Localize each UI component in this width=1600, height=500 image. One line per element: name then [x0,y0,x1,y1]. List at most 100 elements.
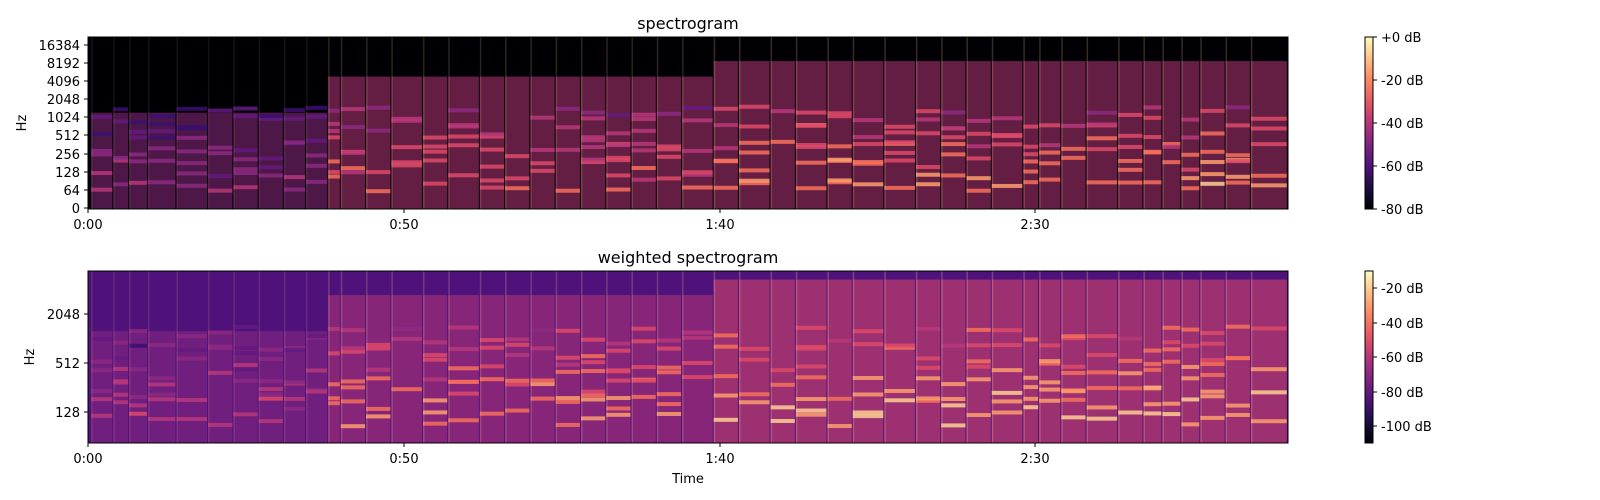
heatmap-onset [656,271,659,443]
heatmap-onset [1162,271,1164,443]
heatmap-band [1162,142,1181,147]
heatmap-band [283,140,306,145]
heatmap-band [366,346,391,351]
heatmap-band [91,359,113,364]
heatmap-band [606,155,631,160]
heatmap-band [915,172,941,177]
heatmap-band [1162,340,1181,345]
heatmap-band [656,111,682,116]
heatmap-band [555,369,580,374]
heatmap-column [1250,279,1288,443]
heatmap-band [915,356,941,361]
heatmap-band [129,152,148,157]
heatmap-band [340,346,366,351]
weighted-spectrogram-heatmap [88,271,1288,443]
heatmap-band [208,108,233,113]
heatmap-band [915,131,941,136]
heatmap-band [1039,387,1061,392]
heatmap-band [656,154,682,159]
heatmap-band [129,135,148,140]
heatmap-onset [795,37,798,209]
heatmap-band [1181,176,1200,181]
heatmap-band [530,327,555,332]
heatmap-band [1118,112,1143,117]
heatmap-band [340,170,366,175]
heatmap-tail [1286,37,1288,209]
heatmap-band [479,377,505,382]
heatmap-band [148,135,176,140]
heatmap-band [795,397,827,402]
heatmap-column [555,76,580,209]
heatmap-band [306,334,328,339]
weighted-spectrogram-x-label: Time [671,472,704,487]
y-tick-label: 0 [72,202,80,217]
heatmap-onset [505,271,507,443]
heatmap-band [682,170,713,175]
heatmap-band [129,159,148,164]
heatmap-band [448,124,479,129]
heatmap-band [770,382,795,387]
y-tick-label: 128 [55,166,80,181]
heatmap-band [91,389,113,394]
heatmap-band [148,343,176,348]
heatmap-onset [941,271,943,443]
heatmap-band [795,412,827,417]
heatmap-band [884,345,915,350]
heatmap-band [422,181,448,186]
heatmap-band [422,149,448,154]
heatmap-band [129,329,148,334]
heatmap-band [328,382,340,387]
heatmap-band [606,396,631,401]
heatmap-band [580,157,606,162]
heatmap-onset [852,37,855,209]
heatmap-band [631,326,656,331]
heatmap-band [113,356,129,361]
heatmap-band [306,389,328,394]
heatmap-band [1181,117,1200,122]
heatmap-band [1162,347,1181,352]
heatmap-band [258,114,283,119]
heatmap-band [941,126,966,131]
heatmap-column [738,61,770,209]
heatmap-column [391,76,422,209]
heatmap-band [1118,180,1143,185]
heatmap-onset [233,271,235,443]
heatmap-band [1061,389,1086,394]
heatmap-band [852,414,884,419]
heatmap-band [656,365,682,370]
heatmap-band [915,396,941,401]
heatmap-band [233,367,258,372]
heatmap-band [1162,160,1181,165]
heatmap-band [1039,359,1061,364]
heatmap-onset [738,37,741,209]
heatmap-band [208,174,233,179]
heatmap-band [422,340,448,345]
heatmap-band [1162,412,1181,417]
heatmap-band [422,144,448,149]
heatmap-band [1023,337,1039,342]
heatmap-onset [530,271,532,443]
heatmap-onset [1225,271,1228,443]
heatmap-band [148,146,176,151]
heatmap-band [258,116,283,121]
heatmap-onset [1061,37,1063,209]
heatmap-band [1086,370,1118,375]
heatmap-band [1250,390,1288,395]
heatmap-band [795,344,827,349]
heatmap-band [738,392,770,397]
heatmap-band [884,158,915,163]
heatmap-band [208,145,233,150]
heatmap-band [1143,135,1162,140]
heatmap-band [306,153,328,158]
heatmap-band [530,396,555,401]
heatmap-band [340,107,366,112]
heatmap-onset [1250,37,1253,209]
heatmap-band [1023,152,1039,157]
heatmap-band [1225,123,1250,128]
heatmap-onset [555,271,558,443]
heatmap-band [1086,416,1118,421]
heatmap-band [176,125,208,130]
spectrogram-y-ticks: 16384 8192 4096 2048 1024 512 256 128 64… [39,39,88,217]
heatmap-column [91,331,113,443]
